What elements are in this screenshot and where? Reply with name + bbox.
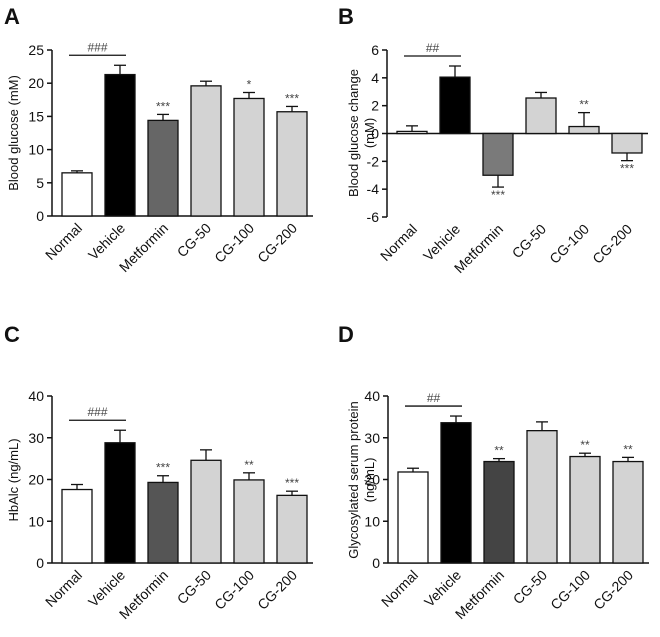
bar-cg-50	[526, 430, 558, 564]
category-label: CG-100	[211, 220, 257, 266]
category-label: Normal	[378, 567, 421, 610]
y-tick-label: 4	[371, 70, 379, 86]
category-label: CG-100	[547, 567, 593, 613]
bar-cg-50	[190, 459, 222, 564]
bar-cg-100	[569, 455, 601, 564]
y-tick-label: -2	[367, 153, 380, 169]
y-tick-label: 30	[28, 430, 44, 446]
category-label: Normal	[42, 220, 85, 263]
comparison-label: ###	[87, 405, 107, 419]
category-label: CG-50	[509, 221, 550, 262]
category-label: CG-100	[546, 221, 592, 267]
y-tick-label: 2	[371, 98, 379, 114]
category-label: CG-200	[589, 221, 635, 267]
category-label: CG-200	[254, 567, 300, 613]
y-axis-label: Blood glucose change(mM)	[346, 69, 377, 197]
significance-label: *	[247, 77, 252, 91]
y-tick-label: 0	[36, 555, 44, 571]
y-tick-label: 0	[36, 208, 44, 224]
bar-cg-100	[233, 97, 265, 217]
bar-metformin	[482, 132, 514, 176]
y-axis-label: Blood glucose (mM)	[6, 75, 21, 191]
bar-metformin	[147, 481, 179, 564]
y-axis-label-line: (mM)	[362, 118, 377, 148]
significance-label: ***	[156, 461, 170, 475]
category-label: CG-200	[254, 220, 300, 266]
y-tick-label: 15	[28, 108, 44, 124]
significance-label: **	[244, 458, 254, 472]
y-tick-label: 40	[364, 388, 380, 404]
bar-cg-50	[525, 97, 557, 135]
comparison-label: ##	[426, 41, 440, 55]
category-label: CG-50	[510, 567, 551, 608]
panel-letter: D	[338, 322, 354, 347]
significance-label: ***	[285, 476, 299, 490]
bar-normal	[396, 130, 428, 135]
category-label: CG-50	[174, 220, 215, 261]
panel-letter: B	[338, 4, 354, 29]
y-axis-label-line: (ng/mL)	[362, 458, 377, 503]
significance-label: ***	[491, 188, 505, 202]
y-tick-label: 40	[28, 388, 44, 404]
bar-normal	[61, 488, 93, 564]
y-tick-label: 25	[28, 42, 44, 58]
significance-label: ***	[620, 162, 634, 176]
panel-letter: C	[4, 322, 20, 347]
y-axis-label: Glycosylated serum protein(ng/mL)	[346, 401, 377, 559]
panel-letter: A	[4, 4, 20, 29]
category-label: CG-50	[174, 567, 215, 608]
bar-vehicle	[104, 442, 136, 564]
panel-b: B Blood glucose change(mM) -6 -4 -2 0 2 4 6 Norma…	[338, 4, 648, 276]
y-tick-label: 10	[28, 513, 44, 529]
bar-vehicle	[104, 73, 136, 217]
comparison-label: ###	[87, 40, 107, 54]
bar-vehicle	[439, 76, 471, 135]
bar-cg-200	[611, 132, 643, 154]
significance-label: ***	[285, 91, 299, 105]
significance-label: **	[623, 442, 633, 456]
significance-label: ***	[156, 99, 170, 113]
y-axis-label-line: Glycosylated serum protein	[346, 401, 361, 559]
bar-cg-50	[190, 85, 222, 217]
bar-vehicle	[440, 422, 472, 564]
y-tick-label: 0	[371, 126, 379, 142]
y-axis-label: HbAlc (ng/mL)	[6, 438, 21, 521]
y-tick-label: -4	[367, 181, 380, 197]
y-tick-label: 0	[372, 555, 380, 571]
y-tick-label: 10	[28, 142, 44, 158]
y-tick-label: 20	[28, 472, 44, 488]
y-tick-label: 20	[364, 472, 380, 488]
bar-cg-100	[568, 125, 600, 135]
y-tick-label: 5	[36, 175, 44, 191]
y-tick-label: 20	[28, 75, 44, 91]
y-tick-label: 30	[364, 430, 380, 446]
y-tick-label: 6	[371, 42, 379, 58]
comparison-label: ##	[427, 391, 441, 405]
y-axis-label-line: Blood glucose change	[346, 69, 361, 197]
category-label: CG-100	[211, 567, 257, 613]
bar-metformin	[147, 119, 179, 217]
bar-cg-200	[276, 111, 308, 217]
bar-normal	[397, 471, 429, 564]
bar-cg-200	[612, 460, 644, 564]
y-tick-label: -6	[367, 209, 380, 225]
significance-label: **	[580, 438, 590, 452]
category-label: CG-200	[590, 567, 636, 613]
significance-label: **	[579, 98, 589, 112]
bar-cg-200	[276, 494, 308, 564]
bar-normal	[61, 172, 93, 217]
significance-label: **	[494, 444, 504, 458]
category-label: Normal	[377, 221, 420, 264]
category-label: Normal	[42, 567, 85, 610]
bar-metformin	[483, 460, 515, 564]
bar-cg-100	[233, 479, 265, 564]
y-tick-label: 10	[364, 513, 380, 529]
